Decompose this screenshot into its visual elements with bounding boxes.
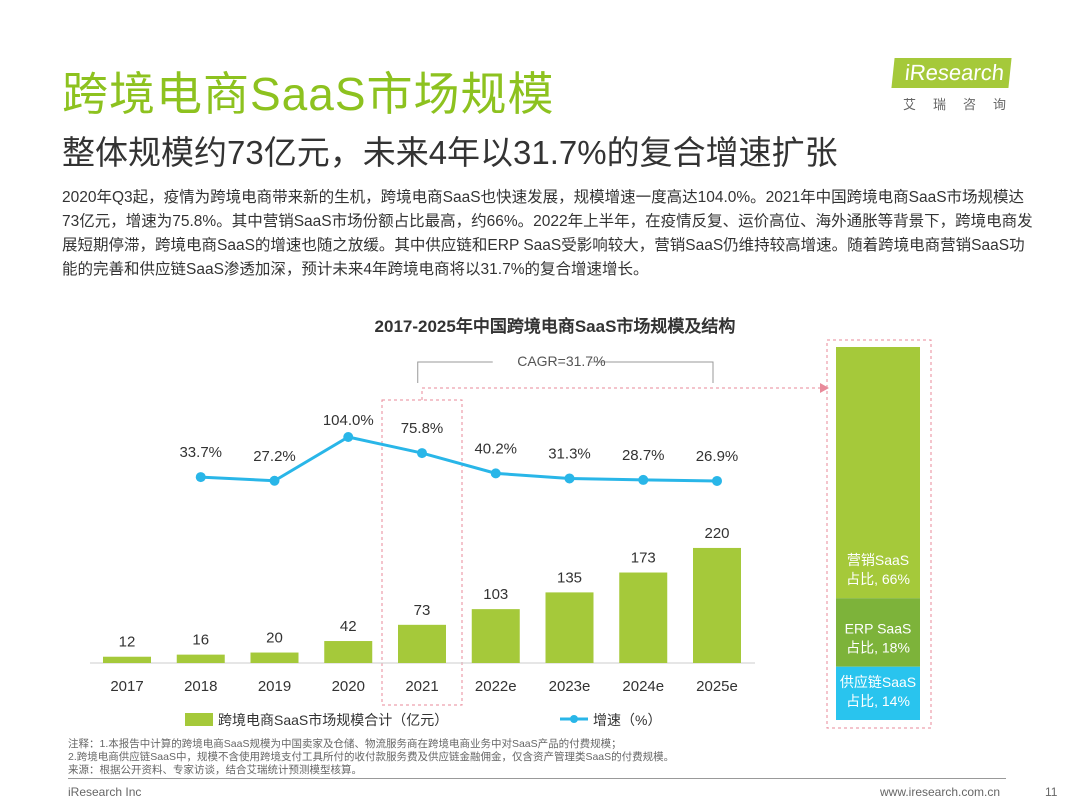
chart-title: 2017-2025年中国跨境电商SaaS市场规模及结构 — [375, 316, 736, 336]
page-number: 11 — [1045, 785, 1058, 799]
bar-2022e — [471, 609, 520, 663]
bar-label-2025e: 220 — [704, 525, 729, 542]
footer-copyright: iResearch Inc — [68, 785, 142, 799]
cagr-label: CAGR=31.7% — [517, 353, 605, 369]
bar-2019 — [250, 652, 299, 663]
structure-seg-1 — [836, 598, 920, 667]
page-subtitle: 整体规模约73亿元，未来4年以31.7%的复合增速扩张 — [62, 134, 838, 171]
body-text: 2020年Q3起，疫情为跨境电商带来新的生机，跨境电商SaaS也快速发展，规模增… — [62, 189, 1033, 278]
growth-label-2023e: 31.3% — [548, 445, 591, 462]
page-title: 跨境电商SaaS市场规模 — [62, 68, 555, 120]
bar-2024e — [619, 572, 668, 663]
growth-label-2025e: 26.9% — [696, 448, 739, 465]
legend-line-label: 增速（%） — [593, 712, 661, 728]
legend-bar-swatch — [185, 713, 213, 726]
legend-line-marker — [570, 715, 578, 723]
bar-2023e — [545, 592, 594, 663]
structure-share-0: 占比, 66% — [846, 571, 910, 587]
bar-label-2022e: 103 — [483, 586, 508, 603]
bar-label-2020: 42 — [340, 618, 357, 635]
note-2: 2.跨境电商供应链SaaS中，规模不含使用跨境支付工具所付的收付款服务费及供应链… — [68, 751, 675, 763]
note-source: 来源：根据公开资料、专家访谈，结合艾瑞统计预测模型核算。 — [68, 764, 362, 776]
legend-bar-label: 跨境电商SaaS市场规模合计（亿元） — [218, 712, 448, 728]
growth-point-2022e — [490, 468, 501, 479]
structure-seg-2 — [836, 666, 920, 720]
footer-url: www.iresearch.com.cn — [880, 785, 1001, 799]
bar-2025e — [693, 547, 741, 663]
bar-2021 — [398, 624, 446, 663]
growth-point-2020 — [343, 432, 354, 442]
growth-point-2018 — [195, 472, 206, 483]
bar-2020 — [324, 641, 373, 663]
growth-point-2021 — [417, 448, 427, 459]
x-tick-2017: 2017 — [110, 678, 143, 695]
structure-name-0: 营销SaaS — [847, 552, 909, 568]
growth-point-2024e — [638, 474, 649, 485]
bar-label-2021: 73 — [414, 602, 431, 619]
notes: 注释：1.本报告中计算的跨境电商SaaS规模为中国卖家及仓储、物流服务商在跨境电… — [68, 738, 674, 777]
bar-2018 — [176, 654, 225, 663]
structure-share-1: 占比, 18% — [846, 640, 910, 656]
growth-label-2019: 27.2% — [253, 448, 296, 465]
bar-label-2023e: 135 — [557, 569, 582, 586]
growth-label-2024e: 28.7% — [622, 447, 665, 464]
x-tick-2020: 2020 — [332, 678, 365, 695]
x-tick-2024e: 2024e — [622, 678, 664, 695]
bar-label-2017: 12 — [119, 634, 136, 651]
growth-label-2021: 75.8% — [401, 420, 444, 437]
note-1: 注释：1.本报告中计算的跨境电商SaaS规模为中国卖家及仓储、物流服务商在跨境电… — [68, 738, 622, 750]
bar-label-2018: 16 — [192, 632, 209, 649]
structure-seg-0 — [836, 347, 920, 599]
connector-line — [421, 387, 820, 400]
growth-point-2019 — [269, 475, 280, 486]
growth-label-2020: 104.0% — [323, 412, 374, 429]
bar-2017 — [103, 656, 151, 663]
x-tick-2019: 2019 — [258, 678, 291, 695]
cagr-bracket — [417, 361, 714, 383]
structure-name-1: ERP SaaS — [845, 621, 912, 637]
growth-point-2025e — [712, 475, 722, 486]
footer-divider — [68, 778, 1006, 779]
x-tick-2021: 2021 — [405, 678, 438, 695]
x-tick-2018: 2018 — [184, 678, 217, 695]
growth-point-2023e — [564, 473, 575, 484]
structure-name-2: 供应链SaaS — [840, 674, 916, 690]
x-tick-2022e: 2022e — [475, 678, 517, 695]
x-tick-2023e: 2023e — [549, 678, 591, 695]
iresearch-logo: iResearch 艾瑞咨询 — [891, 58, 1024, 113]
bar-label-2024e: 173 — [631, 550, 656, 567]
x-tick-2025e: 2025e — [696, 678, 738, 695]
structure-share-2: 占比, 14% — [846, 693, 910, 709]
growth-label-2022e: 40.2% — [474, 440, 517, 457]
logo-cn: 艾瑞咨询 — [903, 97, 1024, 112]
growth-line — [200, 435, 718, 483]
bar-label-2019: 20 — [266, 630, 283, 647]
growth-label-2018: 33.7% — [179, 444, 222, 461]
arrow-icon — [820, 383, 829, 393]
